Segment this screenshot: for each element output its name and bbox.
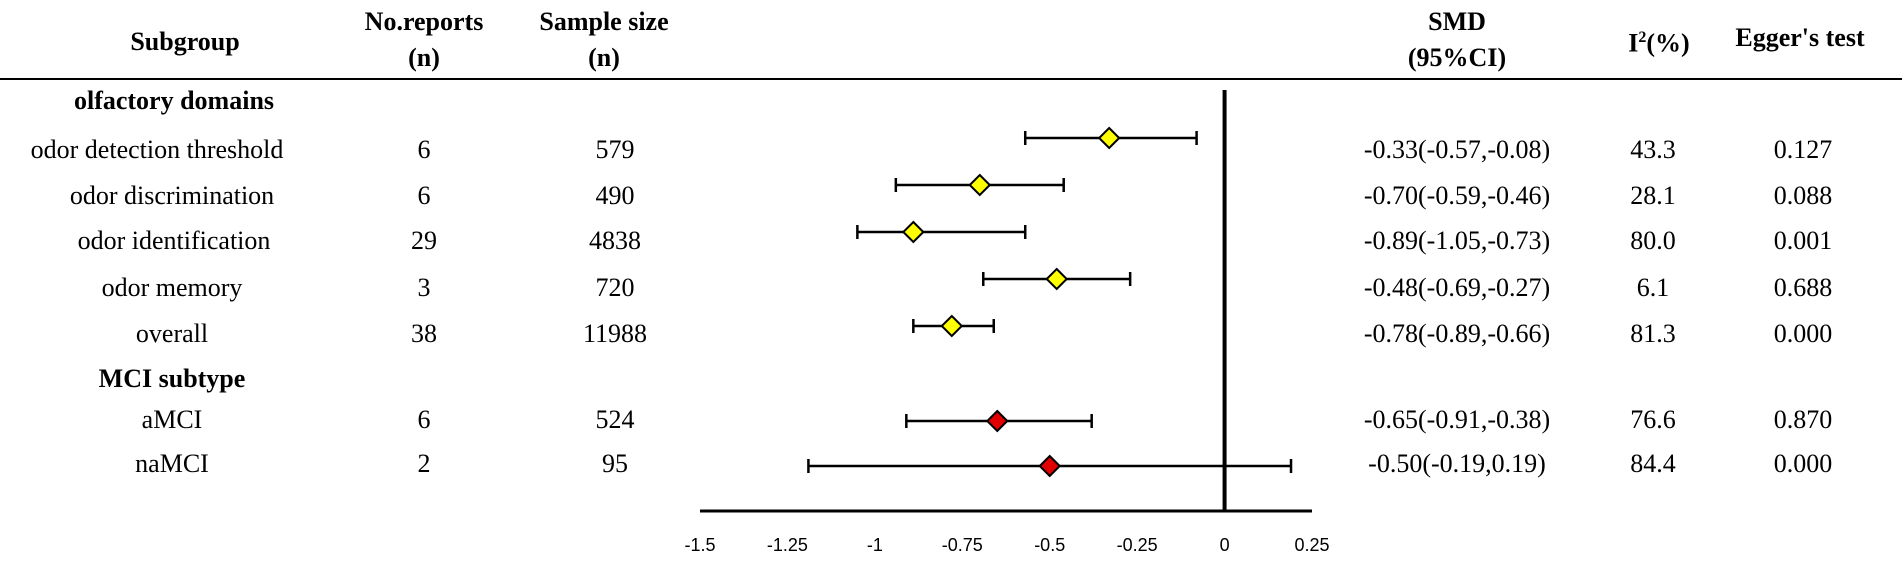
row-reports: 6 [417,405,431,434]
row-sample: 11988 [582,319,648,348]
estimate-diamond [985,409,1009,433]
x-tick-label: -1.25 [767,535,808,555]
estimate-diamond [1097,126,1121,150]
x-tick-label: 0 [1220,535,1230,555]
header-smd: SMD (95%CI) [1408,4,1506,76]
row-i2: 81.3 [1630,319,1676,348]
row-name: odor identification [77,226,271,255]
header-reports: No.reports (n) [365,4,484,76]
row-reports: 3 [417,273,431,302]
row-egger: 0.088 [1773,181,1833,210]
row-egger: 0.127 [1773,135,1833,164]
row-i2: 6.1 [1636,273,1670,302]
x-tick-label: -0.5 [1034,535,1065,555]
header-egger: Egger's test [1735,23,1865,52]
estimate-diamond [1045,267,1069,291]
estimate-diamond [901,220,925,244]
row-name: overall [135,319,209,348]
row-sample: 95 [602,449,628,478]
row-name: odor memory [101,273,243,302]
row-egger: 0.000 [1773,449,1833,478]
row-i2: 84.4 [1630,449,1676,478]
row-sample: 524 [595,405,635,434]
row-smd: -0.50(-0.19,0.19) [1368,449,1546,478]
row-egger: 0.870 [1773,405,1833,434]
row-i2: 76.6 [1630,405,1676,434]
estimate-diamond [940,314,964,338]
header-i2: I2(%) [1628,20,1689,62]
row-i2: 80.0 [1630,226,1676,255]
header-subgroup: Subgroup [130,27,240,56]
row-name: odor discrimination [69,181,275,210]
header-reports-line2: (n) [408,43,440,72]
row-smd: -0.70(-0.59,-0.46) [1363,181,1551,210]
row-i2: 28.1 [1630,181,1676,210]
row-reports: 2 [417,449,431,478]
header-smd-line1: SMD [1428,7,1486,36]
row-smd: -0.89(-1.05,-0.73) [1363,226,1551,255]
row-egger: 0.000 [1773,319,1833,348]
section-title-olfactory: olfactory domains [73,86,275,115]
header-i2-sup: 2 [1638,29,1647,46]
row-smd: -0.65(-0.91,-0.38) [1363,405,1551,434]
header-reports-line1: No.reports [364,7,484,36]
header-sample-line2: (n) [588,43,620,72]
row-smd: -0.78(-0.89,-0.66) [1363,319,1551,348]
header-sample-size: Sample size (n) [539,4,668,76]
row-sample: 720 [595,273,635,302]
row-i2: 43.3 [1630,135,1676,164]
header-i2-base: I [1628,28,1639,58]
header-smd-line2: (95%CI) [1407,43,1507,72]
row-egger: 0.001 [1773,226,1833,255]
row-reports: 6 [417,135,431,164]
header-sample-line1: Sample size [539,7,669,36]
row-name: odor detection threshold [30,135,284,164]
row-smd: -0.48(-0.69,-0.27) [1363,273,1551,302]
x-tick-label: 0.25 [1294,535,1329,555]
header-i2-rest: (%) [1646,28,1690,58]
row-sample: 490 [595,181,635,210]
estimate-diamond [968,173,992,197]
row-sample: 579 [595,135,635,164]
row-reports: 38 [411,319,437,348]
estimate-diamond [1038,454,1062,478]
row-name: aMCI [141,405,203,434]
row-sample: 4838 [589,226,641,255]
row-egger: 0.688 [1773,273,1833,302]
row-name: naMCI [135,449,209,478]
section-title-mci: MCI subtype [98,364,246,393]
row-reports: 29 [411,226,437,255]
x-tick-label: -1 [867,535,883,555]
row-smd: -0.33(-0.57,-0.08) [1363,135,1551,164]
x-tick-label: -0.25 [1117,535,1158,555]
header-rule [0,78,1902,80]
x-tick-label: -0.75 [942,535,983,555]
x-tick-label: -1.5 [684,535,715,555]
row-reports: 6 [417,181,431,210]
